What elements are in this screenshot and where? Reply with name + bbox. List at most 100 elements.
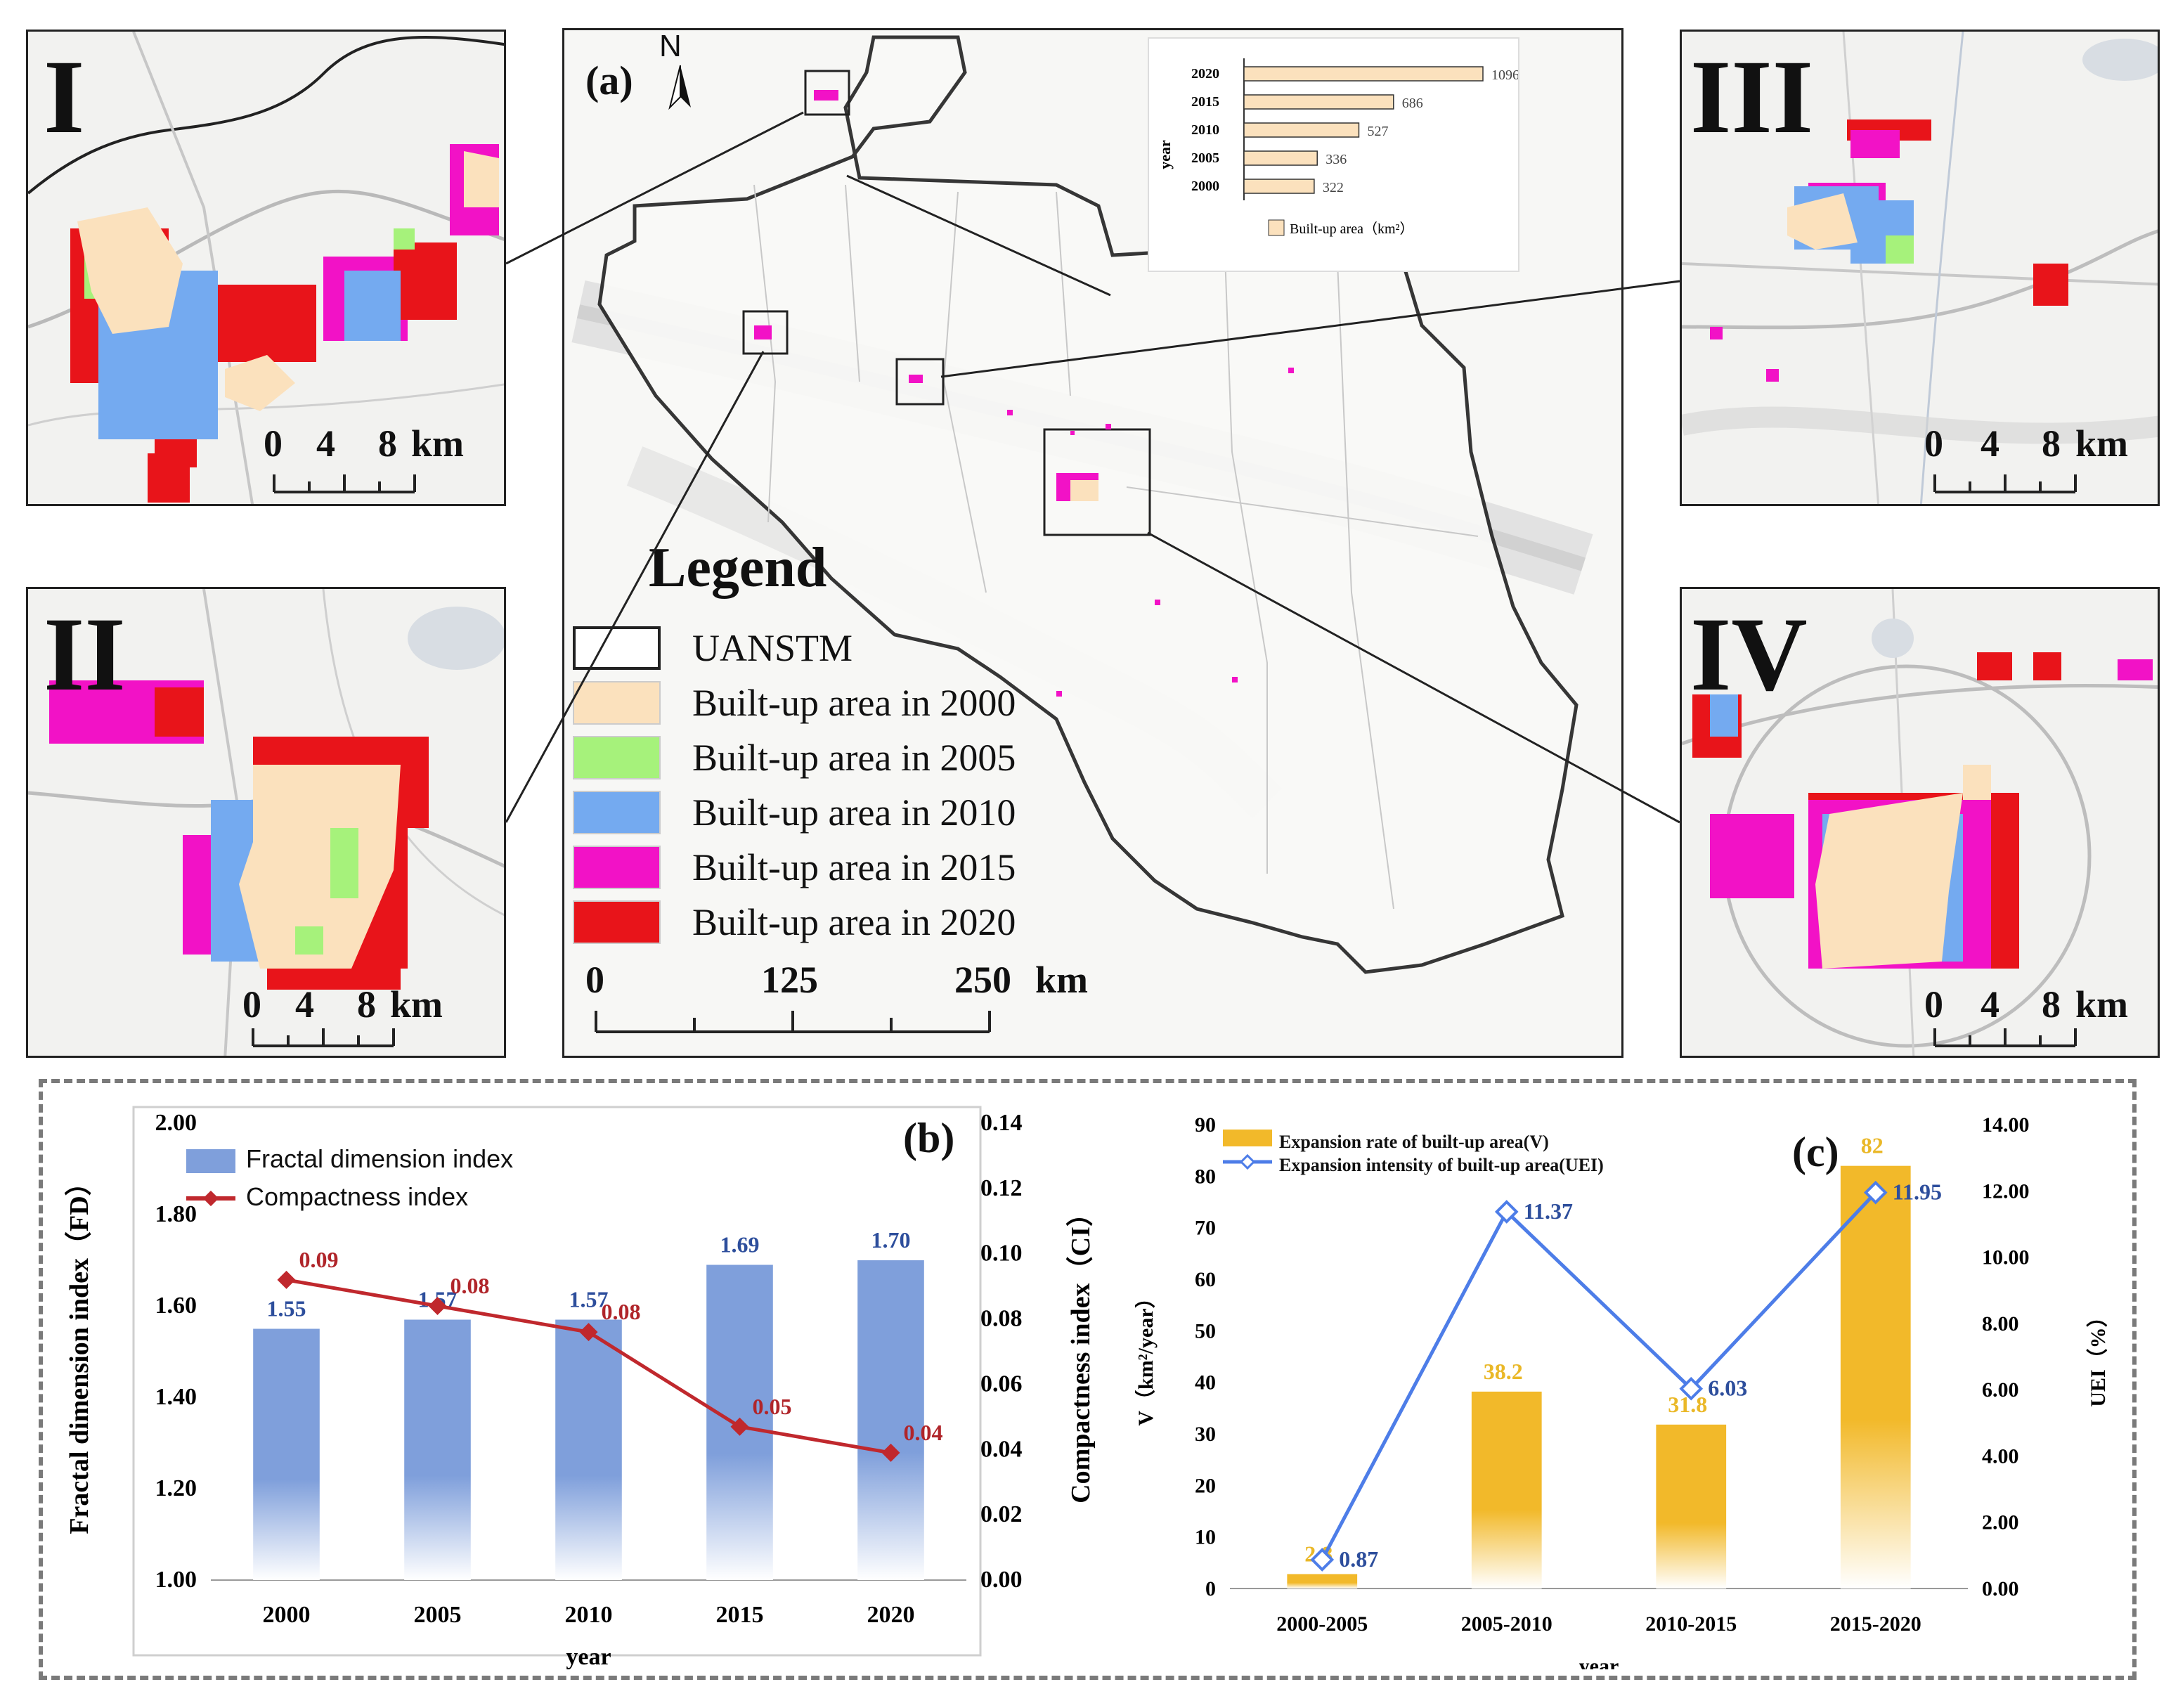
y-left-tick: 1.20 xyxy=(155,1475,197,1501)
inset-value-label: 527 xyxy=(1367,124,1388,139)
line-marker xyxy=(1310,1548,1335,1572)
y-left-tick: 80 xyxy=(1195,1165,1216,1188)
x-tick-label: 2015-2020 xyxy=(1830,1612,1921,1636)
line-value-label: 0.09 xyxy=(299,1247,339,1272)
y-left-tick: 1.40 xyxy=(155,1384,197,1410)
y-right-tick: 12.00 xyxy=(1982,1179,2030,1203)
inset-3-scale-tick-8: 8 xyxy=(2042,422,2061,465)
inset-3-scale-tick-4: 4 xyxy=(1981,422,1999,465)
x-tick-label: 2000 xyxy=(263,1602,311,1628)
bar-value-label: 1.70 xyxy=(871,1227,911,1253)
inset-3-scale-tick-0: 0 xyxy=(1924,422,1943,465)
inset-tick-label: 2000 xyxy=(1191,179,1219,194)
y-right-label: Compactness index（CI） xyxy=(1066,1200,1096,1503)
inset-4-scalebar xyxy=(1933,1028,2077,1047)
y-left-tick: 1.80 xyxy=(155,1201,197,1227)
inset-bar xyxy=(1243,66,1484,82)
line-marker xyxy=(428,1297,447,1315)
line-value-label: 11.95 xyxy=(1893,1179,1942,1205)
inset-2-scalebar xyxy=(252,1028,395,1047)
inset-4-scale-unit: km xyxy=(2075,983,2129,1026)
bar xyxy=(1840,1165,1911,1589)
x-tick-label: 2020 xyxy=(867,1602,915,1628)
inset-2-scale-tick-4: 4 xyxy=(295,983,314,1026)
inset-tick-label: 2020 xyxy=(1191,66,1219,82)
y-right-tick: 0.08 xyxy=(980,1306,1023,1332)
y-right-tick: 2.00 xyxy=(1982,1511,2019,1534)
y-left-tick: 1.00 xyxy=(155,1567,197,1593)
y-left-tick: 20 xyxy=(1195,1474,1216,1497)
inset-map-2: II 0 4 8 km xyxy=(26,587,506,1058)
bar-value-label: 1.57 xyxy=(569,1287,609,1312)
legend-line-marker xyxy=(1239,1153,1256,1170)
legend-label: Built-up area in 2020 xyxy=(692,901,1016,943)
bar xyxy=(555,1319,622,1580)
legend-bar-swatch xyxy=(186,1149,235,1173)
line-marker xyxy=(1494,1200,1519,1224)
x-tick-label: 2015 xyxy=(716,1602,764,1628)
line-value-label: 0.04 xyxy=(904,1420,943,1445)
inset-3-scale-unit: km xyxy=(2075,422,2129,465)
line-marker xyxy=(1863,1180,1888,1205)
line-marker xyxy=(881,1443,900,1462)
inset-4-graphics xyxy=(1682,589,2158,1056)
y-right-tick: 0.14 xyxy=(980,1110,1023,1136)
inset-value-label: 686 xyxy=(1402,96,1423,111)
bar xyxy=(1287,1574,1358,1589)
x-axis-label: year xyxy=(1579,1655,1619,1669)
inset-1-scalebar xyxy=(273,474,416,493)
x-tick-label: 2010-2015 xyxy=(1645,1612,1737,1636)
chart-b-svg: 1.00 1.20 1.40 1.60 1.80 2.00 0.00 0.02 0.04 0.06… xyxy=(65,1106,1096,1670)
panel-c-label: (c) xyxy=(1792,1129,1839,1175)
x-tick-label: 2005 xyxy=(414,1602,462,1628)
y-left-tick: 0 xyxy=(1205,1577,1216,1600)
y-right-tick: 0.10 xyxy=(980,1241,1023,1267)
y-right-tick: 0.12 xyxy=(980,1175,1023,1201)
y-left-tick: 1.60 xyxy=(155,1293,197,1319)
inset-3-scalebar xyxy=(1933,474,2077,493)
y-left-tick: 2.00 xyxy=(155,1110,197,1136)
inset-4-scale-tick-0: 0 xyxy=(1924,983,1943,1026)
main-scale-tick-250: 250 xyxy=(954,959,1011,1001)
inset-tick-label: 2010 xyxy=(1191,122,1219,138)
line-value-label: 11.37 xyxy=(1524,1198,1573,1224)
line-value-label: 0.08 xyxy=(450,1273,490,1298)
main-map: (a) N 2020 1096 2015 686 2010 527 2005 336 2000 3… xyxy=(562,28,1623,1058)
line-marker xyxy=(277,1270,296,1289)
bar-value-label: 1.55 xyxy=(267,1296,306,1321)
inset-value-label: 336 xyxy=(1325,152,1347,167)
bar-value-label: 1.69 xyxy=(720,1232,760,1257)
inset-tick-label: 2015 xyxy=(1191,94,1219,110)
inset-2-graphics xyxy=(28,589,504,1056)
y-right-tick: 8.00 xyxy=(1982,1312,2019,1335)
y-right-tick: 0.00 xyxy=(980,1567,1023,1593)
y-right-tick: 0.00 xyxy=(1982,1577,2019,1600)
legend-item: Built-up area in 2015 xyxy=(573,840,1016,895)
x-tick-label: 2005-2010 xyxy=(1461,1612,1553,1636)
inset-legend-label: Built-up area（km²） xyxy=(1290,221,1414,237)
line-value-label: 0.87 xyxy=(1339,1546,1378,1572)
inset-2-label: II xyxy=(44,596,126,713)
line-value-label: 6.03 xyxy=(1708,1376,1747,1401)
inset-3-graphics xyxy=(1682,32,2158,504)
inset-bar xyxy=(1243,179,1315,194)
inset-1-scale-tick-8: 8 xyxy=(378,422,397,465)
bar xyxy=(1656,1424,1727,1589)
y-left-tick: 90 xyxy=(1195,1113,1216,1137)
y-left-tick: 50 xyxy=(1195,1319,1216,1343)
legend-line-marker xyxy=(202,1190,219,1207)
main-scale-tick-125: 125 xyxy=(761,959,818,1001)
charts-frame xyxy=(39,1079,2137,1680)
chart-c: 0 10 20 30 40 50 60 70 80 90 0.00 2.00 4.00 6.00 8.00 1… xyxy=(1134,1093,2126,1678)
inset-4-label: IV xyxy=(1690,596,1808,713)
y-left-label: Fractal dimension index（FD） xyxy=(65,1169,94,1534)
inset-3-label: III xyxy=(1690,39,1814,155)
inset-bar xyxy=(1243,94,1394,110)
inset-locator-boxes xyxy=(742,70,1151,536)
line-marker xyxy=(730,1417,749,1436)
y-right-tick: 0.04 xyxy=(980,1436,1023,1462)
inset-map-3: III 0 4 8 km xyxy=(1680,30,2160,506)
y-left-tick: 70 xyxy=(1195,1217,1216,1240)
inset-4-scale-tick-4: 4 xyxy=(1981,983,1999,1026)
line-marker xyxy=(579,1323,598,1342)
